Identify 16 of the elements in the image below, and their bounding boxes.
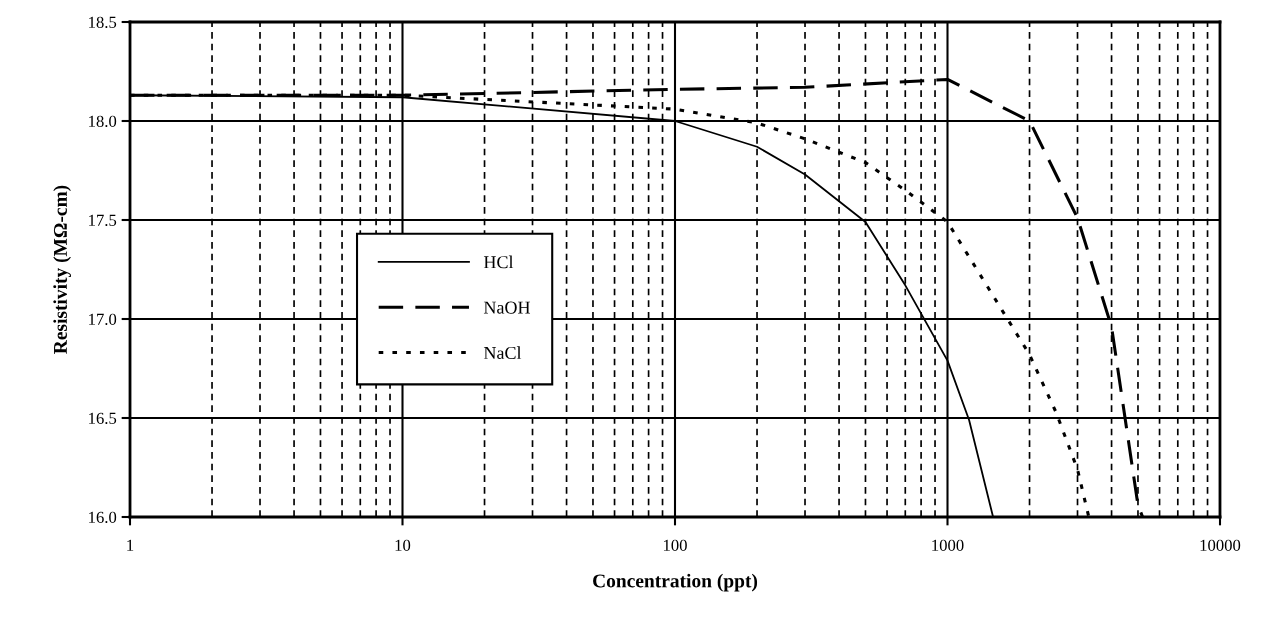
y-tick-label: 16.0 (89, 511, 117, 524)
y-tick-label: 17.0 (89, 313, 117, 326)
y-tick-label: 16.5 (89, 412, 117, 425)
x-tick-label: 1 (127, 539, 134, 551)
x-tick-label: 10 (395, 539, 411, 551)
legend-label: NaOH (483, 301, 531, 314)
x-tick-label: 100 (663, 539, 687, 551)
x-axis-title: Concentration (ppt) (593, 573, 758, 592)
legend-label: NaCl (483, 346, 522, 360)
y-tick-label: 18.0 (89, 115, 117, 128)
y-tick-label: 18.5 (89, 16, 117, 29)
x-tick-label: 1000 (932, 539, 964, 551)
legend-label: HCl (483, 255, 514, 269)
y-axis-title: Resistivity (MΩ-cm) (53, 185, 71, 354)
x-tick-label: 10000 (1200, 539, 1241, 551)
y-tick-label: 17.5 (89, 214, 117, 227)
